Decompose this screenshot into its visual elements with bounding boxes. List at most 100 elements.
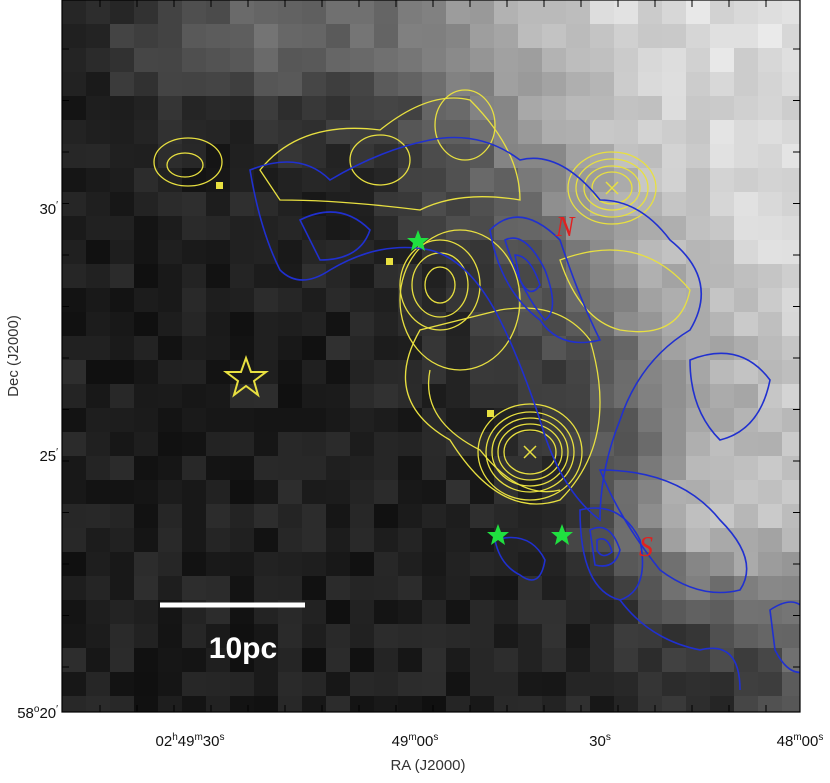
pixel [206,336,230,360]
tick-part: ′ [56,200,58,211]
pixel [158,576,182,600]
pixel [518,24,542,48]
pixel [62,432,86,456]
pixel [62,96,86,120]
pixel [110,48,134,72]
pixel [326,384,350,408]
tick-label: 58o20′ [17,704,58,722]
pixel [134,168,158,192]
pixel [446,72,470,96]
pixel [62,672,86,696]
pixel [182,624,206,648]
pixel [350,528,374,552]
tick-part: 30 [39,201,56,218]
pixel [110,312,134,336]
pixel [374,480,398,504]
pixel [422,480,446,504]
green-stars [407,230,573,545]
tick-part: 00 [802,733,819,750]
pixel [206,648,230,672]
pixel [374,360,398,384]
pixel [62,120,86,144]
pixel [158,528,182,552]
pixel [134,24,158,48]
pixel [350,336,374,360]
pixel [302,600,326,624]
pixel [590,72,614,96]
pixel [254,696,278,712]
pixel [566,576,590,600]
pixel [590,120,614,144]
pixel [662,96,686,120]
tick-label: 25′ [39,447,58,465]
pixel [62,72,86,96]
pixel [278,288,302,312]
pixel [518,240,542,264]
pixel [734,312,758,336]
pixel [278,696,302,712]
pixel [758,552,782,576]
pixel [326,96,350,120]
pixel [542,288,566,312]
pixel [566,456,590,480]
tick-part: s [219,732,224,743]
pixel [86,336,110,360]
tick-label: 30′ [39,200,58,218]
pixel [494,72,518,96]
pixel [398,72,422,96]
pixel [614,576,638,600]
pixel [158,672,182,696]
pixel [110,96,134,120]
pixel [326,480,350,504]
pixel [110,528,134,552]
pixel [782,696,800,712]
pixel [662,24,686,48]
pixel [182,528,206,552]
pixel [230,72,254,96]
tick-part: s [818,732,823,743]
pixel [350,408,374,432]
pixel [470,192,494,216]
pixel [158,312,182,336]
pixel [782,0,800,24]
pixel [254,240,278,264]
pixel [278,480,302,504]
pixel [398,552,422,576]
pixel [62,384,86,408]
pixel [134,456,158,480]
pixel [230,672,254,696]
pixel [374,432,398,456]
pixel [590,624,614,648]
pixel [350,384,374,408]
pixel [62,48,86,72]
pixel [734,504,758,528]
pixel [614,600,638,624]
pixel [86,24,110,48]
pixel [542,96,566,120]
pixel [734,168,758,192]
pixel [86,216,110,240]
pixel [374,384,398,408]
pixel [86,264,110,288]
pixel [518,72,542,96]
pixel [86,456,110,480]
pixel [422,504,446,528]
pixel [614,312,638,336]
pixel [134,264,158,288]
pixel [686,216,710,240]
pixel [758,120,782,144]
pixel [110,576,134,600]
pixel [110,360,134,384]
pixel [662,168,686,192]
pixel [302,144,326,168]
pixel [302,648,326,672]
pixel [566,216,590,240]
pixel [758,72,782,96]
pixel [422,168,446,192]
pixel [734,192,758,216]
pixel [518,600,542,624]
pixel [446,648,470,672]
pixel [422,336,446,360]
pixel [398,96,422,120]
pixel [614,240,638,264]
